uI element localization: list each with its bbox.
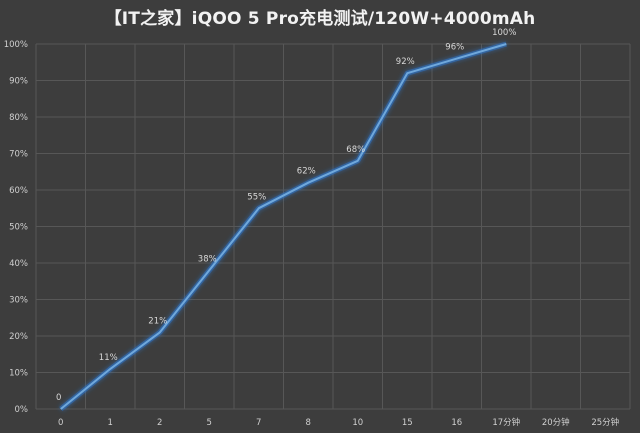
x-tick-label: 17分钟	[492, 417, 520, 428]
x-tick-label: 25分钟	[591, 417, 619, 428]
data-label: 68%	[346, 145, 365, 155]
y-tick-label: 80%	[9, 113, 28, 123]
y-tick-label: 30%	[9, 296, 28, 306]
x-tick-label: 2	[157, 418, 162, 428]
x-axis-ticks: 0 1 2 5 7 8 10 15 16 17分钟 20分钟 25分钟	[58, 417, 619, 428]
x-tick-label: 0	[58, 418, 63, 428]
data-label: 38%	[198, 254, 217, 264]
data-label: 62%	[297, 167, 316, 177]
y-tick-label: 40%	[9, 259, 28, 269]
x-tick-label: 7	[256, 418, 261, 428]
chart-title: 【IT之家】iQOO 5 Pro充电测试/120W+4000mAh	[104, 9, 536, 29]
x-tick-label: 15	[402, 418, 413, 428]
data-label: 21%	[148, 316, 167, 326]
data-label: 100%	[492, 28, 516, 38]
data-label: 0	[56, 393, 61, 403]
y-axis-ticks: 0% 10% 20% 30% 40% 50% 60% 70% 80% 90% 100%	[4, 40, 28, 415]
y-tick-label: 100%	[4, 40, 28, 50]
x-tick-label: 20分钟	[542, 417, 570, 428]
y-tick-label: 70%	[9, 150, 28, 160]
y-tick-label: 0%	[15, 405, 29, 415]
x-tick-label: 1	[108, 418, 113, 428]
x-tick-label: 8	[306, 418, 311, 428]
x-tick-label: 5	[207, 418, 212, 428]
data-label: 92%	[396, 57, 415, 67]
x-tick-label: 10	[352, 418, 363, 428]
data-label: 11%	[99, 353, 118, 363]
y-tick-label: 50%	[9, 223, 28, 233]
data-label: 55%	[247, 192, 266, 202]
data-labels: 0 11% 21% 38% 55% 62% 68% 92% 96% 100%	[56, 28, 516, 403]
data-label: 96%	[445, 43, 464, 53]
gridlines	[35, 43, 631, 410]
y-tick-label: 20%	[9, 332, 28, 342]
y-tick-label: 60%	[9, 186, 28, 196]
y-tick-label: 10%	[9, 369, 28, 379]
y-tick-label: 90%	[9, 77, 28, 87]
series-line	[59, 41, 508, 411]
x-tick-label: 16	[451, 418, 462, 428]
series-path	[60, 43, 507, 410]
